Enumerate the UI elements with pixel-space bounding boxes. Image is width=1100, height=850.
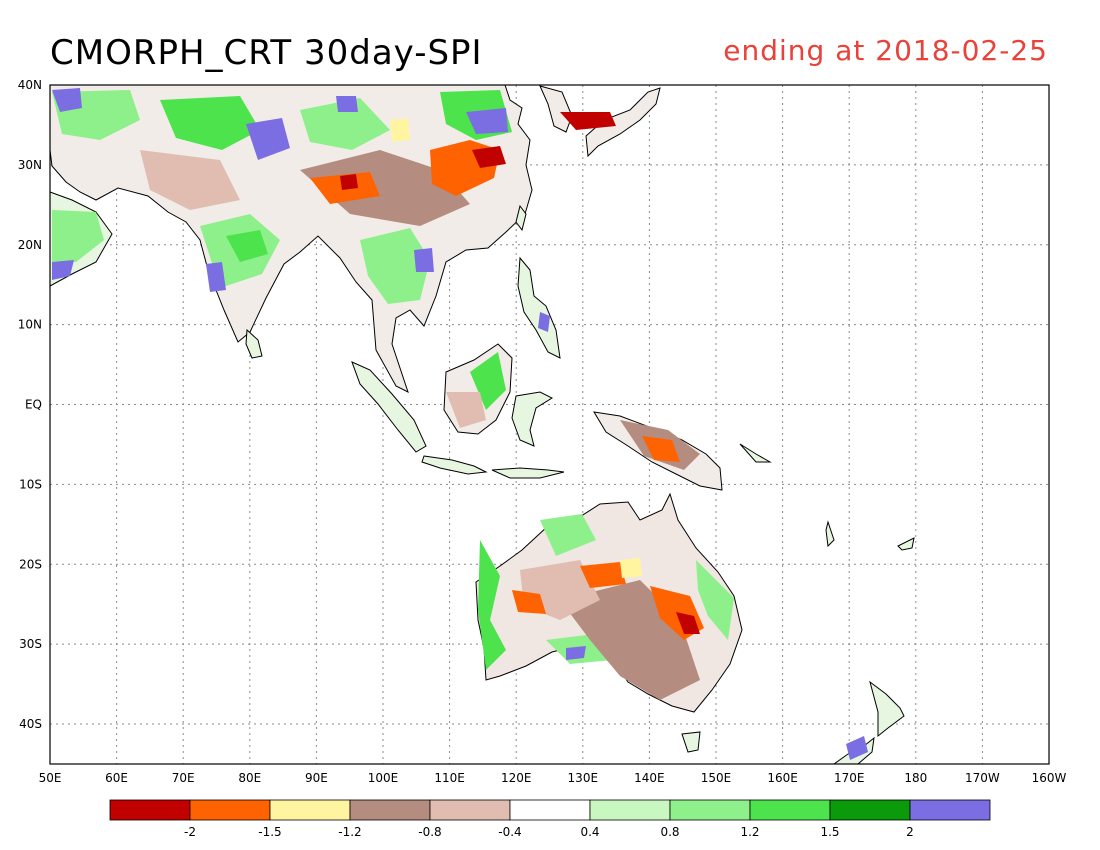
korea bbox=[539, 85, 573, 133]
sulawesi bbox=[511, 391, 554, 447]
longitude-tick-label: 90E bbox=[305, 771, 328, 785]
longitude-tick-label: 160E bbox=[767, 771, 798, 785]
longitude-tick-label: 50E bbox=[39, 771, 62, 785]
colorbar-swatch bbox=[589, 799, 671, 821]
tasmania bbox=[681, 731, 701, 753]
colorbar-swatch bbox=[429, 799, 511, 821]
japan bbox=[585, 87, 661, 158]
latitude-tick-labels: 40N 30N 20N 10N EQ 10S 20S 30S 40S bbox=[18, 78, 42, 731]
map-frame bbox=[49, 84, 1050, 765]
colorbar-swatch bbox=[189, 799, 271, 821]
latitude-tick-label: 10S bbox=[19, 477, 42, 491]
latitude-tick-label: 10N bbox=[18, 318, 42, 332]
longitude-tick-label: 70E bbox=[172, 771, 195, 785]
sumatra bbox=[351, 361, 427, 453]
colorbar-swatch bbox=[269, 799, 351, 821]
longitude-tick-labels: 50E 60E 70E 80E 90E 100E 110E 120E 130E 140E 150E 1… bbox=[39, 771, 1067, 785]
longitude-tick-label: 120E bbox=[501, 771, 532, 785]
spi-anomaly-patches bbox=[52, 88, 868, 760]
map-title: CMORPH_CRT 30day-SPI bbox=[50, 33, 483, 73]
longitude-tick-label: 140E bbox=[634, 771, 665, 785]
java bbox=[421, 455, 488, 475]
colorbar-swatch bbox=[109, 799, 191, 821]
colorbar-label: 1.2 bbox=[740, 825, 759, 839]
latitude-tick-label: 30S bbox=[19, 637, 42, 651]
colorbar-label: 2 bbox=[906, 825, 914, 839]
colorbar-label: -1.2 bbox=[338, 825, 361, 839]
longitude-tick-label: 170W bbox=[965, 771, 1000, 785]
colorbar-swatch bbox=[349, 799, 431, 821]
colorbar-label: 0.4 bbox=[580, 825, 599, 839]
colorbar-label: 0.8 bbox=[660, 825, 679, 839]
colorbar-label: -0.4 bbox=[498, 825, 521, 839]
longitude-tick-label: 80E bbox=[238, 771, 261, 785]
lesser-sunda bbox=[491, 467, 565, 479]
latitude-tick-label: 20S bbox=[19, 557, 42, 571]
longitude-tick-label: 150E bbox=[701, 771, 732, 785]
colorbar-label: -2 bbox=[184, 825, 196, 839]
longitude-tick-label: 170E bbox=[834, 771, 865, 785]
vanuatu bbox=[825, 520, 835, 548]
longitude-tick-label: 100E bbox=[368, 771, 399, 785]
philippines bbox=[517, 256, 561, 359]
longitude-tick-label: 180 bbox=[904, 771, 927, 785]
colorbar-label: -1.5 bbox=[258, 825, 281, 839]
colorbar-label: 1.5 bbox=[820, 825, 839, 839]
latitude-tick-label: EQ bbox=[25, 398, 42, 412]
new-zealand-north bbox=[869, 680, 905, 738]
sri-lanka bbox=[245, 328, 263, 359]
colorbar-swatch bbox=[509, 799, 591, 821]
taiwan bbox=[515, 204, 527, 232]
longitude-tick-label: 110E bbox=[434, 771, 465, 785]
longitude-tick-label: 60E bbox=[105, 771, 128, 785]
colorbar-label: -0.8 bbox=[418, 825, 441, 839]
fiji bbox=[897, 537, 915, 551]
longitude-tick-label: 160W bbox=[1032, 771, 1067, 785]
map-date-subtitle: ending at 2018-02-25 bbox=[723, 34, 1048, 67]
colorbar-swatch bbox=[669, 799, 751, 821]
longitude-tick-label: 130E bbox=[568, 771, 599, 785]
colorbar-swatch bbox=[909, 799, 991, 821]
latitude-tick-label: 40S bbox=[19, 717, 42, 731]
latitude-tick-label: 30N bbox=[18, 158, 42, 172]
spi-colorbar: -2 -1.5 -1.2 -0.8 -0.4 0.4 0.8 1.2 1.5 2 bbox=[109, 799, 991, 839]
map-plot-area bbox=[49, 84, 1050, 765]
latitude-tick-label: 40N bbox=[18, 78, 42, 92]
colorbar-swatch bbox=[829, 799, 911, 821]
latitude-tick-label: 20N bbox=[18, 238, 42, 252]
colorbar-swatch bbox=[749, 799, 831, 821]
solomon-islands bbox=[739, 443, 772, 463]
